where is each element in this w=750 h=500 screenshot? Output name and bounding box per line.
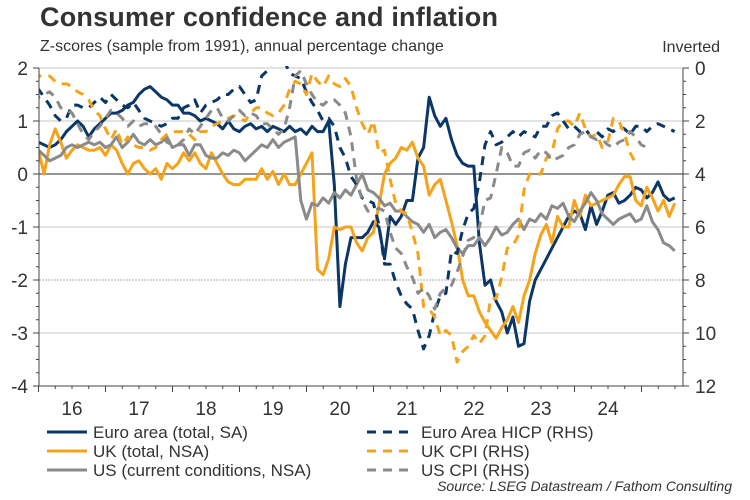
left-tick-label: -2 bbox=[11, 271, 28, 292]
left-tick-label: -3 bbox=[11, 324, 28, 345]
legend-item: US CPI (RHS) bbox=[367, 461, 530, 480]
legend-item: UK CPI (RHS) bbox=[367, 442, 530, 461]
x-tick-label: 19 bbox=[262, 399, 283, 420]
x-tick-label: 18 bbox=[195, 399, 216, 420]
legend-item: Euro area (total, SA) bbox=[47, 423, 248, 442]
series-line-4 bbox=[39, 71, 638, 364]
chart-subtitle: Z-scores (sample from 1991), annual perc… bbox=[40, 38, 444, 55]
right-tick-label: 12 bbox=[695, 377, 716, 398]
right-axis-note: Inverted bbox=[662, 39, 720, 56]
legend-item: UK (total, NSA) bbox=[47, 442, 209, 461]
x-tick-label: 16 bbox=[61, 399, 82, 420]
right-tick-label: 6 bbox=[695, 218, 706, 239]
left-tick-label: -1 bbox=[11, 218, 28, 239]
series-line-2 bbox=[39, 132, 676, 255]
x-tick-label: 20 bbox=[329, 399, 350, 420]
left-tick-label: 2 bbox=[17, 59, 28, 80]
x-tick-label: 23 bbox=[530, 399, 551, 420]
legend-item: US (current conditions, NSA) bbox=[47, 461, 311, 480]
right-tick-label: 8 bbox=[695, 271, 706, 292]
left-tick-label: 0 bbox=[17, 165, 28, 186]
left-tick-label: 1 bbox=[17, 112, 28, 133]
right-tick-label: 10 bbox=[695, 324, 716, 345]
series-line-3 bbox=[39, 66, 676, 351]
chart-title: Consumer confidence and inflation bbox=[40, 2, 499, 32]
x-tick-label: 17 bbox=[128, 399, 149, 420]
x-tick-label: 21 bbox=[396, 399, 417, 420]
legend-item: Euro Area HICP (RHS) bbox=[367, 423, 594, 442]
right-tick-label: 2 bbox=[695, 112, 706, 133]
series-line-1 bbox=[39, 127, 677, 340]
legend-label: Euro area (total, SA) bbox=[93, 423, 248, 442]
series-line-5 bbox=[39, 69, 648, 311]
legend-label: US CPI (RHS) bbox=[421, 461, 530, 480]
series-line-0 bbox=[39, 85, 676, 348]
left-tick-label: -4 bbox=[11, 377, 28, 398]
x-tick-label: 22 bbox=[463, 399, 484, 420]
source-note: Source: LSEG Datastream / Fathom Consult… bbox=[437, 478, 732, 494]
legend-label: UK (total, NSA) bbox=[93, 442, 209, 461]
series-lines bbox=[39, 66, 677, 364]
right-tick-label: 0 bbox=[695, 59, 706, 80]
legend-label: Euro Area HICP (RHS) bbox=[421, 423, 594, 442]
legend-label: UK CPI (RHS) bbox=[421, 442, 530, 461]
right-tick-label: 4 bbox=[695, 165, 706, 186]
legend: Euro area (total, SA)UK (total, NSA)US (… bbox=[47, 423, 594, 480]
x-tick-label: 24 bbox=[597, 399, 619, 420]
legend-label: US (current conditions, NSA) bbox=[93, 461, 311, 480]
